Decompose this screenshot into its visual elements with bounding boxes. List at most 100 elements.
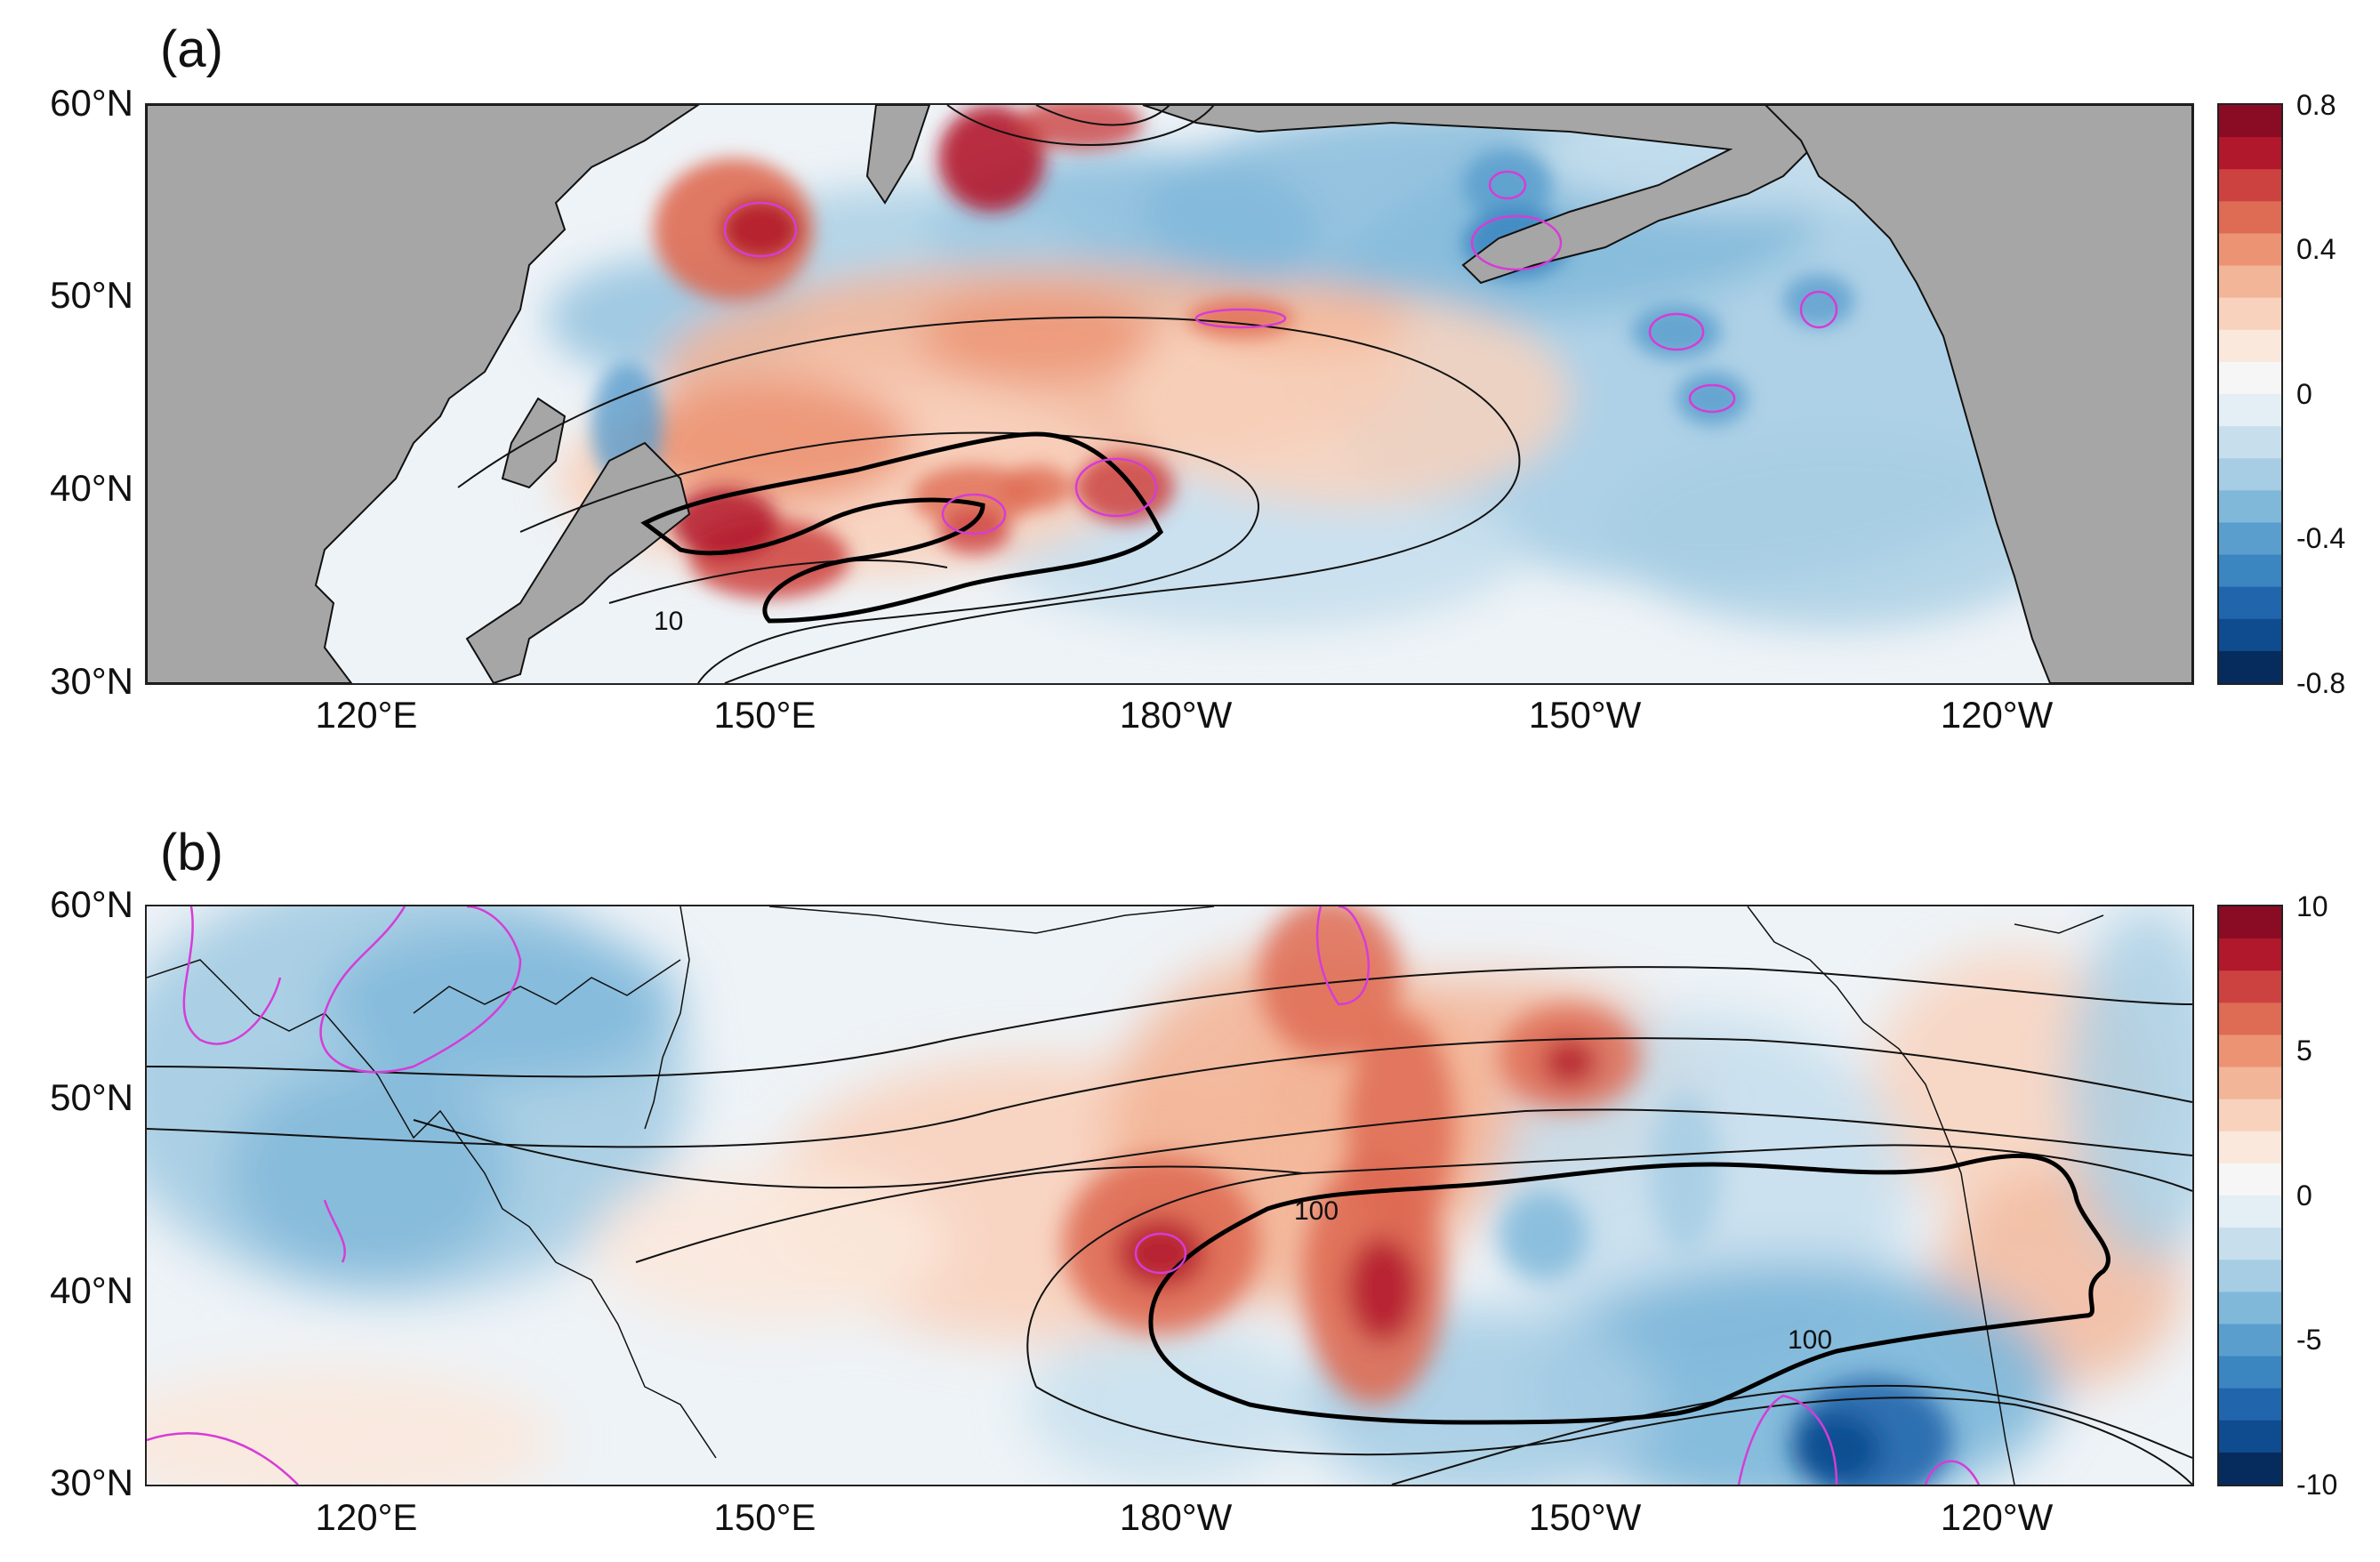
panel-b-cbar-tick-neg5: -5	[2296, 1324, 2322, 1356]
colorbar-swatch	[2219, 361, 2281, 395]
panel-a-lon-tick-120w: 120°W	[1940, 694, 2054, 736]
panel-a-land-korea	[501, 397, 567, 489]
panel-b-label: (b)	[160, 824, 223, 882]
colorbar-swatch	[2219, 1035, 2281, 1068]
panel-a-significance-contours	[723, 170, 1838, 535]
panel-b-contour-6	[1035, 1386, 2192, 1485]
panel-b-lat-tick-40: 40°N	[50, 1269, 133, 1311]
panel-a-land-japan	[465, 441, 691, 683]
colorbar-swatch	[2219, 938, 2281, 971]
colorbar-swatch	[2219, 1388, 2281, 1421]
colorbar-swatch	[2219, 1260, 2281, 1292]
panel-a-contour-upper	[946, 105, 1215, 146]
panel-a-lat-tick-50: 50°N	[50, 274, 133, 316]
colorbar-swatch	[2219, 1420, 2281, 1453]
panel-b-lon-tick-150e: 150°E	[713, 1496, 816, 1538]
colorbar-swatch	[2219, 522, 2281, 556]
panel-a-land-masses	[147, 105, 2192, 683]
panel-a-lon-tick-180w: 180°W	[1119, 694, 1233, 736]
colorbar-swatch	[2219, 329, 2281, 363]
panel-a-land-alaska	[1142, 105, 1838, 285]
colorbar-swatch	[2219, 906, 2281, 939]
panel-a-colorbar-swatches	[2219, 105, 2281, 683]
panel-a-land-kamchatka	[865, 105, 931, 205]
panel-a-lat-tick-30: 30°N	[50, 660, 133, 702]
panel-a-land-north-america	[1764, 105, 2192, 683]
panel-b-cbar-tick-0: 0	[2296, 1180, 2312, 1212]
colorbar-swatch	[2219, 458, 2281, 491]
colorbar-swatch	[2219, 1067, 2281, 1100]
panel-a-contours	[457, 105, 1521, 683]
colorbar-swatch	[2219, 426, 2281, 459]
panel-b-contour-2	[147, 1037, 2192, 1148]
panel-a-contour-upper2	[1035, 105, 1170, 126]
panel-b-colorbar-swatches	[2219, 906, 2281, 1485]
panel-b-contour-label-2: 100	[1788, 1325, 1832, 1355]
colorbar-swatch	[2219, 233, 2281, 267]
colorbar-swatch	[2219, 970, 2281, 1003]
colorbar-swatch	[2219, 1131, 2281, 1164]
colorbar-swatch	[2219, 618, 2281, 652]
panel-b-lon-tick-150w: 150°W	[1528, 1496, 1642, 1538]
panel-a-cbar-tick-0.4: 0.4	[2296, 233, 2336, 265]
panel-b-lat-tick-50: 50°N	[50, 1076, 133, 1118]
panel-b-contour-bold	[1148, 1153, 2111, 1425]
panel-b-cbar-tick-neg10: -10	[2296, 1469, 2338, 1501]
colorbar-swatch	[2219, 1452, 2281, 1485]
panel-b-lon-tick-120e: 120°E	[315, 1496, 418, 1538]
panel-b-cbar-tick-10: 10	[2296, 890, 2328, 922]
panel-b-contour-7	[1391, 1384, 2192, 1485]
colorbar-swatch	[2219, 297, 2281, 331]
colorbar-swatch	[2219, 394, 2281, 427]
panel-a-lat-tick-40: 40°N	[50, 467, 133, 509]
panel-a-map: 10	[145, 103, 2194, 685]
panel-a-contour-mid	[519, 431, 1259, 683]
panel-b-contour-3	[413, 1108, 2192, 1189]
panel-b-colorbar	[2217, 905, 2283, 1486]
panel-a-land-asia	[147, 105, 700, 683]
colorbar-swatch	[2219, 105, 2281, 138]
panel-a-contour-bold	[640, 431, 1164, 624]
colorbar-swatch	[2219, 1292, 2281, 1325]
panel-a-cbar-tick-0: 0	[2296, 378, 2312, 410]
panel-a-cbar-tick-0.8: 0.8	[2296, 89, 2336, 121]
panel-b-cbar-tick-5: 5	[2296, 1035, 2312, 1067]
colorbar-swatch	[2219, 201, 2281, 235]
panel-b-contour-4	[635, 1165, 1304, 1263]
panel-b-lat-tick-30: 30°N	[50, 1461, 133, 1503]
panel-b-contours	[147, 966, 2192, 1485]
panel-b-lon-tick-180w: 180°W	[1119, 1496, 1233, 1538]
colorbar-swatch	[2219, 490, 2281, 524]
panel-a-lon-tick-120e: 120°E	[315, 694, 418, 736]
panel-b-strong-anomalies	[1063, 906, 1952, 1485]
panel-a-lon-tick-150e: 150°E	[713, 694, 816, 736]
panel-a-label: (a)	[160, 20, 223, 78]
panel-a-contour-label: 10	[654, 607, 683, 636]
colorbar-swatch	[2219, 169, 2281, 202]
panel-b-contour-5	[1026, 1144, 2192, 1388]
panel-a-cbar-tick-neg0.4: -0.4	[2296, 522, 2346, 554]
colorbar-swatch	[2219, 1196, 2281, 1228]
panel-b-contour-1	[147, 966, 2192, 1078]
colorbar-swatch	[2219, 265, 2281, 299]
colorbar-swatch	[2219, 1002, 2281, 1036]
colorbar-swatch	[2219, 1324, 2281, 1357]
panel-b-significance-contours	[147, 906, 1981, 1485]
colorbar-swatch	[2219, 1163, 2281, 1196]
panel-b-contour-label-1: 100	[1294, 1196, 1339, 1226]
colorbar-swatch	[2219, 137, 2281, 170]
panel-a-contour-outer	[457, 316, 1521, 683]
colorbar-swatch	[2219, 1099, 2281, 1132]
panel-a-colorbar	[2217, 103, 2283, 685]
colorbar-swatch	[2219, 1228, 2281, 1260]
panel-b-map: 100 100	[145, 905, 2194, 1486]
panel-a-cbar-tick-neg0.8: -0.8	[2296, 667, 2346, 699]
panel-a-lat-tick-60: 60°N	[50, 82, 133, 124]
panel-a-contour-inner	[608, 560, 948, 604]
colorbar-swatch	[2219, 586, 2281, 620]
panel-a-lon-tick-150w: 150°W	[1528, 694, 1642, 736]
panel-b-lat-tick-60: 60°N	[50, 883, 133, 925]
panel-b-lon-tick-120w: 120°W	[1940, 1496, 2054, 1538]
colorbar-swatch	[2219, 554, 2281, 588]
colorbar-swatch	[2219, 650, 2281, 683]
